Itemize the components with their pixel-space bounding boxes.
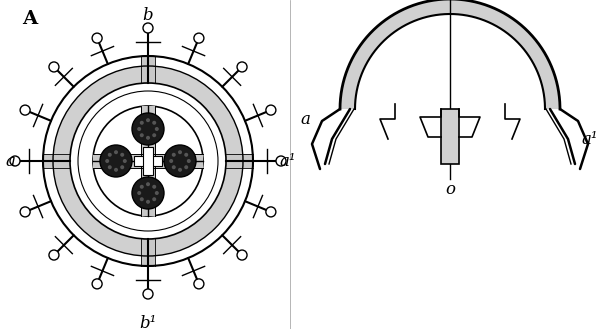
Circle shape bbox=[169, 159, 173, 163]
Circle shape bbox=[92, 33, 102, 43]
FancyBboxPatch shape bbox=[134, 156, 162, 166]
Circle shape bbox=[108, 165, 112, 169]
Circle shape bbox=[20, 105, 30, 115]
Polygon shape bbox=[340, 0, 560, 109]
Circle shape bbox=[146, 182, 150, 186]
Circle shape bbox=[146, 118, 150, 122]
Circle shape bbox=[20, 207, 30, 217]
Text: b¹: b¹ bbox=[139, 316, 157, 329]
Circle shape bbox=[178, 150, 182, 154]
Circle shape bbox=[155, 127, 159, 131]
Polygon shape bbox=[340, 0, 560, 109]
Circle shape bbox=[123, 159, 127, 163]
Circle shape bbox=[140, 133, 144, 137]
Circle shape bbox=[266, 105, 276, 115]
Text: a: a bbox=[5, 153, 15, 169]
Circle shape bbox=[140, 121, 144, 125]
Circle shape bbox=[140, 185, 144, 189]
Circle shape bbox=[137, 191, 141, 195]
Circle shape bbox=[140, 197, 144, 201]
Circle shape bbox=[143, 289, 153, 299]
Bar bbox=[141, 239, 155, 266]
Text: A: A bbox=[22, 10, 38, 28]
Circle shape bbox=[92, 279, 102, 289]
Circle shape bbox=[132, 177, 164, 209]
Circle shape bbox=[49, 62, 59, 72]
Circle shape bbox=[108, 153, 112, 157]
Circle shape bbox=[178, 168, 182, 172]
Text: a: a bbox=[300, 111, 310, 128]
Circle shape bbox=[114, 168, 118, 172]
Text: a¹: a¹ bbox=[280, 153, 296, 169]
Circle shape bbox=[143, 23, 153, 33]
Circle shape bbox=[237, 250, 247, 260]
Circle shape bbox=[187, 159, 191, 163]
Circle shape bbox=[184, 165, 188, 169]
Circle shape bbox=[164, 145, 196, 177]
Text: a¹: a¹ bbox=[582, 131, 598, 147]
Circle shape bbox=[120, 153, 124, 157]
Circle shape bbox=[194, 33, 204, 43]
FancyBboxPatch shape bbox=[141, 106, 155, 216]
Circle shape bbox=[172, 153, 176, 157]
Circle shape bbox=[132, 113, 164, 145]
Circle shape bbox=[49, 250, 59, 260]
Circle shape bbox=[184, 153, 188, 157]
Circle shape bbox=[237, 62, 247, 72]
Circle shape bbox=[100, 145, 132, 177]
Text: b: b bbox=[143, 7, 154, 23]
FancyBboxPatch shape bbox=[143, 147, 153, 175]
Wedge shape bbox=[53, 66, 243, 256]
Text: o: o bbox=[445, 181, 455, 197]
Circle shape bbox=[152, 197, 156, 201]
Circle shape bbox=[172, 165, 176, 169]
Circle shape bbox=[93, 106, 203, 216]
Circle shape bbox=[137, 127, 141, 131]
Circle shape bbox=[194, 279, 204, 289]
Circle shape bbox=[152, 185, 156, 189]
Circle shape bbox=[276, 156, 286, 166]
Circle shape bbox=[152, 133, 156, 137]
FancyBboxPatch shape bbox=[93, 154, 203, 168]
Circle shape bbox=[10, 156, 20, 166]
Circle shape bbox=[120, 165, 124, 169]
Circle shape bbox=[146, 200, 150, 204]
Bar bbox=[141, 56, 155, 83]
Circle shape bbox=[146, 136, 150, 140]
Bar bbox=[226, 154, 253, 168]
Bar bbox=[43, 154, 70, 168]
Circle shape bbox=[105, 159, 109, 163]
Circle shape bbox=[114, 150, 118, 154]
Circle shape bbox=[152, 121, 156, 125]
Circle shape bbox=[155, 191, 159, 195]
Circle shape bbox=[266, 207, 276, 217]
Polygon shape bbox=[441, 109, 459, 164]
